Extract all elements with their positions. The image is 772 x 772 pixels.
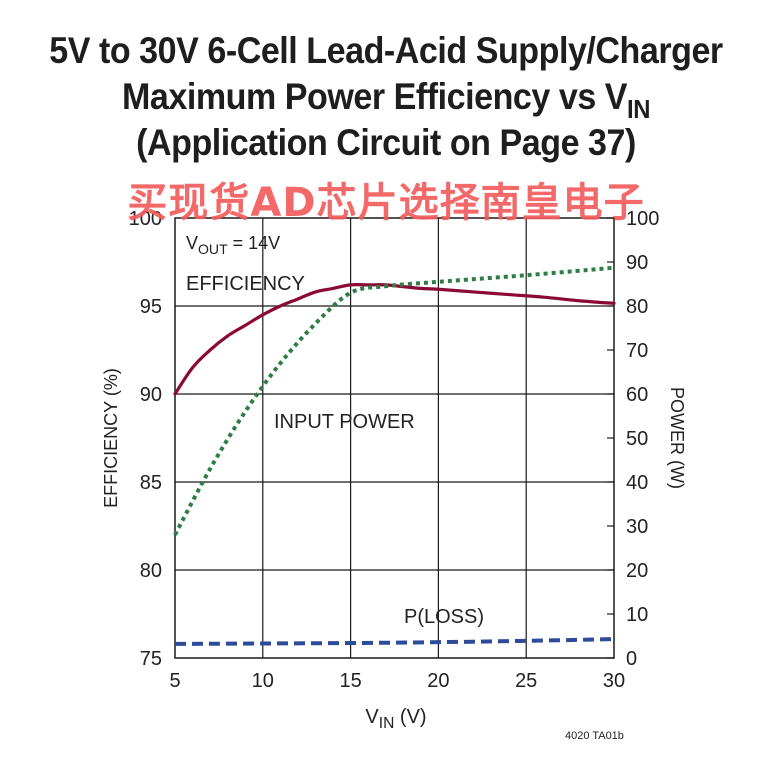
y-left-tick-label: 95 [140,296,162,318]
y-right-tick-label: 10 [626,604,648,626]
y-left-tick-label: 90 [140,384,162,406]
x-tick-label: 5 [169,670,180,692]
watermark-text: 买现货AD芯片选择南皇电子 [127,180,645,226]
series-layer [173,265,616,646]
y-left-tick-label: 85 [140,472,162,494]
figure-code: 4020 TA01b [565,730,624,742]
y-right-tick-label: 90 [626,252,648,274]
y-right-tick-label: 100 [626,208,659,230]
y-axis-left-label: EFFICIENCY (%) [101,368,121,508]
tick-layer: 5 10 15 20 25 30 75 80 85 90 95 100 0 10 20 30 40 50 60 70 8… [129,208,660,692]
series-line-efficiency [173,283,616,396]
x-tick-label: 25 [515,670,537,692]
x-tick-label: 10 [252,670,274,692]
y-right-tick-label: 60 [626,384,648,406]
chart-title-line-2: Maximum Power Efficiency vs VIN [31,76,741,125]
y-left-tick-label: 100 [129,208,162,230]
y-right-tick-label: 0 [626,648,637,670]
y-right-tick-label: 70 [626,340,648,362]
grid-layer [174,217,615,659]
x-tick-label: 30 [603,670,625,692]
y-right-tick-label: 80 [626,296,648,318]
input-power-series-label: INPUT POWER [274,411,415,433]
x-tick-label: 20 [427,670,449,692]
vout-annotation: VOUT = 14V [186,233,280,257]
y-axis-right-label: POWER (W) [667,387,687,489]
y-left-tick-label: 80 [140,560,162,582]
title-line-2-main: Maximum Power Efficiency vs V [122,76,628,117]
chart-title-line-1: 5V to 30V 6-Cell Lead-Acid Supply/Charge… [49,30,723,71]
series-line-p-loss [174,637,615,646]
power-loss-series-label: P(LOSS) [404,606,484,628]
efficiency-series-label: EFFICIENCY [186,273,305,295]
series-line-input-power [173,265,615,536]
label-layer: VOUT = 14V EFFICIENCY INPUT POWER P(LOSS… [101,233,687,732]
y-right-tick-label: 50 [626,428,648,450]
x-tick-label: 15 [339,670,361,692]
y-right-tick-label: 20 [626,560,648,582]
x-axis-label: VIN (V) [365,706,426,732]
y-left-tick-label: 75 [140,648,162,670]
y-right-tick-label: 30 [626,516,648,538]
chart-title-line-3: (Application Circuit on Page 37) [136,122,636,163]
title-line-2-subscript: IN [627,96,650,125]
y-right-tick-label: 40 [626,472,648,494]
